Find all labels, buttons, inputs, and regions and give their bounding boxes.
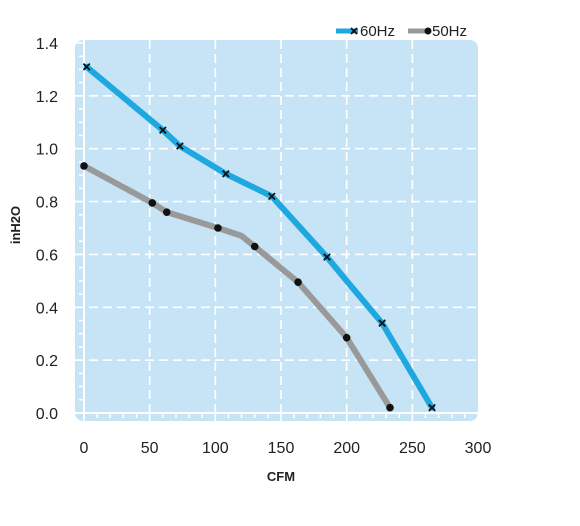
data-point-60Hz: [378, 319, 386, 327]
x-axis-title: CFM: [267, 469, 295, 484]
data-point-50Hz: [148, 199, 157, 207]
x-tick-label: 300: [465, 440, 492, 457]
y-tick-label: 0.2: [36, 353, 58, 370]
data-point-60Hz: [176, 142, 184, 150]
data-point-50Hz: [80, 162, 88, 170]
data-point-50Hz: [214, 224, 222, 232]
legend-label-60Hz: 60Hz: [360, 23, 395, 40]
data-point-60Hz: [267, 192, 276, 201]
series-line-50Hz: [81, 162, 393, 411]
plot-background: [75, 40, 478, 421]
legend-marker-60Hz: [350, 27, 358, 35]
data-point-60Hz: [158, 126, 167, 135]
legend-label-50Hz: 50Hz: [432, 23, 467, 40]
y-tick-label: 0.6: [36, 247, 58, 264]
data-point-60Hz: [82, 62, 91, 71]
y-tick-label: 1.0: [36, 142, 58, 159]
data-point-50Hz: [250, 242, 259, 251]
x-tick-label: 200: [333, 440, 360, 457]
data-point-60Hz: [222, 169, 230, 178]
data-point-60Hz: [323, 253, 331, 261]
x-tick-label: 250: [399, 440, 426, 457]
y-tick-label: 1.2: [36, 89, 58, 106]
data-point-60Hz: [428, 403, 436, 412]
y-axis-title: inH2O: [8, 206, 23, 244]
y-tick-label: 1.4: [36, 36, 58, 53]
x-tick-label: 50: [141, 440, 159, 457]
data-point-50Hz: [162, 208, 171, 216]
data-point-50Hz: [294, 278, 302, 286]
data-point-50Hz: [386, 403, 394, 412]
y-tick-label: 0.4: [36, 300, 58, 317]
x-tick-label: 0: [80, 440, 89, 457]
x-tick-label: 150: [268, 440, 295, 457]
legend-marker-50Hz: [424, 27, 432, 35]
y-tick-label: 0.0: [36, 406, 58, 423]
y-tick-label: 0.8: [36, 195, 58, 212]
data-point-50Hz: [342, 333, 351, 342]
x-tick-label: 100: [202, 440, 229, 457]
legend: 60Hz 50Hz: [336, 23, 467, 40]
